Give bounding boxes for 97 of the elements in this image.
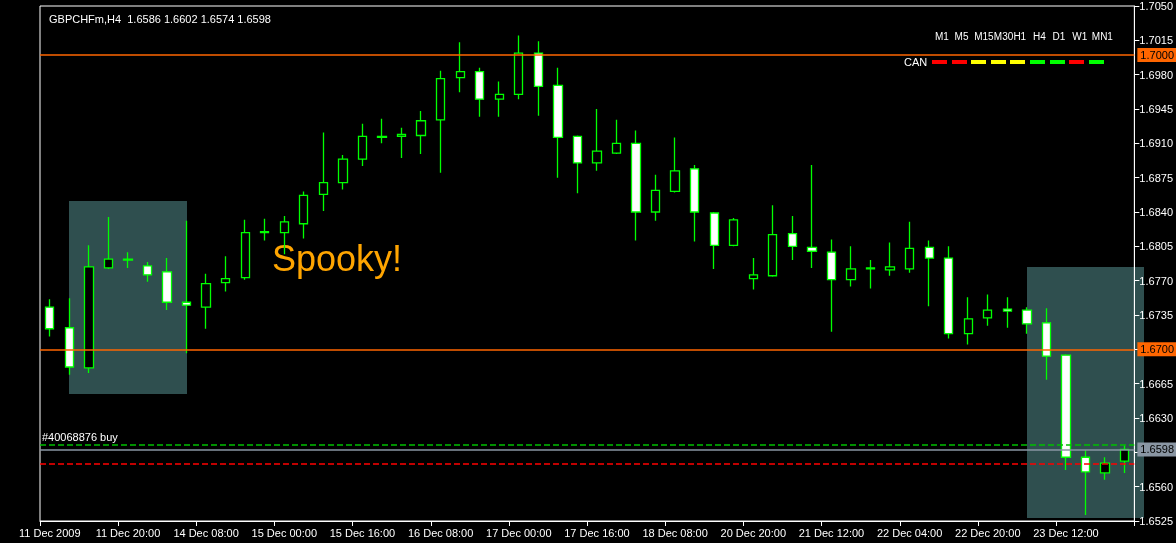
candlestick xyxy=(904,221,915,274)
annotation: H1 xyxy=(1013,30,1027,42)
candlestick xyxy=(767,204,778,278)
candlestick xyxy=(44,298,55,338)
x-tick-label: 15 Dec 16:00 xyxy=(329,526,396,539)
candlestick xyxy=(884,241,896,277)
y-tick-label: 1.6735 xyxy=(1139,309,1174,321)
candlestick xyxy=(220,255,231,293)
annotation: M15 xyxy=(974,30,995,42)
x-tick-label: 21 Dec 12:00 xyxy=(798,526,865,539)
candlestick xyxy=(826,238,837,333)
x-tick-label: 15 Dec 00:00 xyxy=(251,526,317,539)
annotation: M5 xyxy=(954,30,969,42)
candlestick xyxy=(474,67,485,118)
candlestick xyxy=(591,108,603,172)
candlestick xyxy=(376,118,388,144)
candlestick xyxy=(298,190,309,240)
x-tick-label: 23 Dec 12:00 xyxy=(1033,526,1099,539)
candlestick xyxy=(1080,449,1091,516)
y-tick-label: 1.7015 xyxy=(1139,34,1174,47)
y-tick-label: 1.6560 xyxy=(1139,480,1174,493)
candlestick xyxy=(494,80,505,118)
candlestick xyxy=(963,296,974,346)
y-tick-label: 1.6770 xyxy=(1139,274,1174,287)
candlestick xyxy=(650,174,661,222)
ref-line-label: 1.7000 xyxy=(1140,49,1175,62)
candlestick xyxy=(806,164,818,269)
y-tick-label: 1.7050 xyxy=(1139,0,1174,12)
x-tick-label: 17 Dec 16:00 xyxy=(564,526,630,539)
candlestick xyxy=(552,67,564,179)
y-tick-label: 1.6980 xyxy=(1139,68,1174,81)
candlestick xyxy=(122,251,134,269)
candlestick xyxy=(728,217,739,247)
candlestick xyxy=(924,239,935,307)
x-tick-label: 22 Dec 20:00 xyxy=(955,526,1021,539)
x-tick-label: 16 Dec 08:00 xyxy=(407,526,474,539)
candlestick xyxy=(181,220,192,354)
y-tick-label: 1.6805 xyxy=(1139,240,1174,253)
candlestick xyxy=(630,129,642,242)
annotation: W1 xyxy=(1072,30,1088,42)
candlestick xyxy=(83,244,95,374)
annotation: M30 xyxy=(993,30,1014,42)
candlestick xyxy=(845,245,857,288)
y-tick-label: 1.6525 xyxy=(1139,515,1174,527)
candlestick xyxy=(161,257,173,311)
candlestick xyxy=(611,119,622,155)
candlestick xyxy=(415,110,427,155)
y-tick-label: 1.6665 xyxy=(1139,377,1174,390)
candlestick xyxy=(865,259,876,290)
annotation: Spooky! xyxy=(272,237,403,279)
candlestick xyxy=(357,123,368,167)
candlestick xyxy=(455,41,466,93)
text: GBPCHFm,H4 1.6586 1.6602 1.6574 1.6598 xyxy=(49,12,271,25)
annotation: MN1 xyxy=(1091,30,1114,42)
candlestick xyxy=(318,131,329,212)
y-tick-label: 1.6945 xyxy=(1139,103,1174,115)
annotation: M1 xyxy=(935,30,950,42)
candlestick xyxy=(572,134,583,195)
x-tick-label: 11 Dec 20:00 xyxy=(95,526,161,539)
candlestick xyxy=(709,211,720,270)
ref-line-label: #40068876 buy xyxy=(42,430,119,443)
candlestick xyxy=(1060,353,1072,471)
candlestick xyxy=(103,216,114,270)
candlestick xyxy=(142,261,153,283)
candlestick xyxy=(1021,306,1033,335)
candlestick xyxy=(982,293,993,327)
x-tick-label: 11 Dec 2009 xyxy=(18,526,81,539)
annotation: CAN xyxy=(904,55,928,68)
candlestick xyxy=(787,215,798,261)
annotation: H4 xyxy=(1033,30,1047,42)
candlestick xyxy=(1002,296,1013,329)
candlestick xyxy=(64,297,75,376)
y-tick-label: 1.6910 xyxy=(1139,137,1174,150)
candlestick xyxy=(396,126,407,159)
y-tick-label: 1.6630 xyxy=(1139,412,1174,424)
candlestick xyxy=(435,70,446,174)
candlestick xyxy=(337,154,349,191)
candlestick xyxy=(259,218,270,242)
candlestick xyxy=(533,40,544,117)
candlestick xyxy=(513,34,524,100)
candlestick xyxy=(689,164,700,243)
ref-line-label: 1.6700 xyxy=(1140,343,1175,356)
y-tick-label: 1.6840 xyxy=(1139,206,1174,218)
x-tick-label: 22 Dec 04:00 xyxy=(876,526,943,539)
x-tick-label: 17 Dec 00:00 xyxy=(486,526,552,539)
candlestick xyxy=(669,136,681,194)
candlestick xyxy=(748,257,759,291)
x-tick-label: 18 Dec 08:00 xyxy=(642,526,708,539)
candlestick xyxy=(200,273,212,330)
candlestick xyxy=(240,219,251,281)
x-tick-label: 14 Dec 08:00 xyxy=(173,526,239,539)
y-tick-label: 1.6875 xyxy=(1139,171,1174,184)
candlestick xyxy=(1041,307,1052,381)
annotation: D1 xyxy=(1052,30,1066,42)
ref-line-label: 1.6598 xyxy=(1140,443,1175,456)
x-tick-label: 20 Dec 20:00 xyxy=(720,526,786,539)
candlestick xyxy=(943,245,954,340)
